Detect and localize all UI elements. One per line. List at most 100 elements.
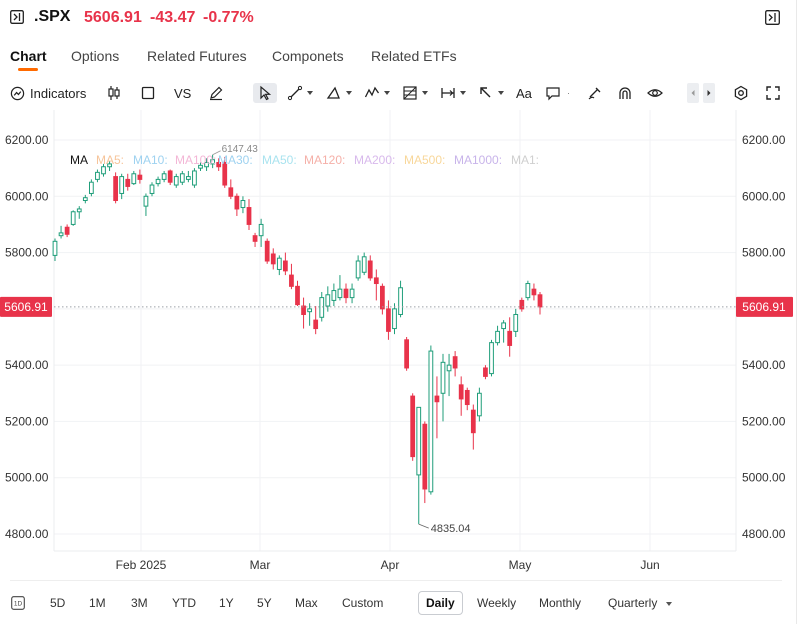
candle-body (64, 226, 70, 235)
interval-weekly[interactable]: Weekly (477, 596, 517, 610)
candle-body (404, 339, 410, 369)
candle-body (452, 356, 458, 369)
range-1y[interactable]: 1Y (219, 596, 234, 610)
measure-tool-button[interactable] (440, 83, 466, 103)
chart-type-button[interactable] (106, 83, 122, 103)
interval-daily[interactable]: Daily (418, 591, 463, 615)
triangle-tool-button[interactable] (326, 83, 352, 103)
range-bar: 1D 5D 1M 3M YTD 1Y 5Y Max Custom Daily W… (0, 590, 804, 618)
candle-body (464, 389, 470, 406)
pen-tool-button[interactable] (208, 83, 224, 103)
low-annotation: 4835.04 (431, 523, 471, 535)
shape-tool-button[interactable] (140, 83, 156, 103)
toolbar-scroll-right[interactable] (703, 83, 715, 103)
compare-button[interactable]: VS (174, 83, 191, 103)
indicators-icon (10, 86, 25, 100)
ma-legend-item: MA5: (96, 153, 124, 167)
tab-related-futures[interactable]: Related Futures (147, 48, 247, 64)
candle-body (270, 253, 276, 265)
comment-tool-button[interactable]: · (545, 83, 570, 103)
candle-body (386, 308, 391, 332)
brush-icon (588, 87, 601, 100)
collapse-panel-icon[interactable] (765, 10, 780, 25)
candle-body (70, 211, 76, 225)
candle-body (434, 395, 440, 403)
wave-icon (364, 86, 380, 98)
candle-body (198, 164, 203, 169)
candlestick-chart[interactable]: 6200.00 6200.00 6000.00 6000.00 5800.00 5800.… (0, 110, 804, 580)
visibility-button[interactable] (647, 83, 663, 103)
candle-body (373, 277, 379, 285)
expand-panel-icon[interactable] (10, 10, 24, 24)
line-tool-button[interactable] (287, 83, 313, 103)
chevron-down-icon[interactable] (666, 602, 672, 606)
range-3m[interactable]: 3M (131, 596, 148, 610)
fullscreen-button[interactable] (765, 83, 781, 103)
range-5d[interactable]: 5D (50, 596, 66, 610)
candle-body (495, 330, 500, 344)
range-ytd[interactable]: YTD (172, 596, 196, 610)
high-annotation: 6147.43 (222, 144, 259, 155)
indicators-button[interactable]: Indicators (10, 83, 86, 103)
candle-body (307, 308, 313, 313)
range-custom[interactable]: Custom (342, 596, 384, 610)
range-5y[interactable]: 5Y (257, 596, 272, 610)
toolbar-scroll-left[interactable] (687, 83, 699, 103)
interval-quarterly[interactable]: Quarterly (608, 596, 658, 610)
interval-monthly[interactable]: Monthly (539, 596, 582, 610)
candle-body (58, 232, 64, 237)
candle-body (379, 285, 385, 310)
drawing-toolbar: Indicators VS (0, 80, 790, 106)
candle-body (258, 223, 264, 237)
calendar-icon[interactable]: 1D (11, 596, 25, 610)
brush-tool-button[interactable] (587, 83, 603, 103)
eye-icon (647, 89, 663, 97)
square-icon (141, 86, 155, 100)
candle-body (204, 162, 209, 168)
ma-legend-item: MA200: (354, 153, 395, 167)
candle-body (95, 171, 100, 180)
candle-body (101, 166, 106, 175)
active-tab-indicator (18, 68, 38, 71)
candlestick-icon (108, 86, 120, 100)
chevron-down-icon (460, 91, 466, 95)
candle-body (483, 367, 488, 377)
tab-chart[interactable]: Chart (10, 48, 47, 64)
candle-body (107, 163, 112, 168)
candle-body (537, 294, 543, 308)
settings-button[interactable] (733, 83, 749, 103)
y-tick-label-right: 6200.00 (742, 133, 786, 147)
text-tool-button[interactable]: Aa (516, 83, 532, 103)
candle-body (507, 330, 513, 346)
range-1m[interactable]: 1M (89, 596, 106, 610)
price-chart[interactable]: 6200.00 6200.00 6000.00 6000.00 5800.00 5800.… (0, 110, 804, 580)
current-price-label-left: 5606.91 (4, 300, 48, 314)
arrow-tool-button[interactable] (478, 83, 504, 103)
fib-tool-button[interactable] (402, 83, 428, 103)
candle-body (361, 256, 367, 273)
tab-related-etfs[interactable]: Related ETFs (371, 48, 457, 64)
y-tick-label-right: 6000.00 (742, 189, 786, 203)
magnet-tool-button[interactable] (617, 83, 633, 103)
chevron-right-icon (707, 90, 711, 96)
chart-bottom-divider (10, 580, 782, 581)
triangle-icon (326, 86, 340, 99)
range-max[interactable]: Max (295, 596, 318, 610)
fullscreen-icon (766, 86, 780, 100)
tab-options[interactable]: Options (71, 48, 120, 64)
ticker-symbol: .SPX (34, 8, 71, 25)
candle-body (525, 283, 531, 299)
pattern-tool-button[interactable] (364, 83, 390, 103)
tab-componets[interactable]: Componets (272, 48, 344, 64)
cursor-tool-button[interactable] (253, 83, 277, 103)
indicators-label: Indicators (30, 85, 87, 101)
candle-body (489, 342, 494, 375)
dot-separator: · (567, 88, 570, 98)
candle-body (216, 162, 222, 168)
ma-legend-item: MA1000: (454, 153, 502, 167)
magnet-icon (619, 87, 631, 99)
y-tick-label-left: 4800.00 (5, 527, 49, 541)
y-tick-label-left: 6000.00 (5, 189, 49, 203)
chevron-down-icon (346, 91, 352, 95)
candle-body (52, 240, 58, 256)
